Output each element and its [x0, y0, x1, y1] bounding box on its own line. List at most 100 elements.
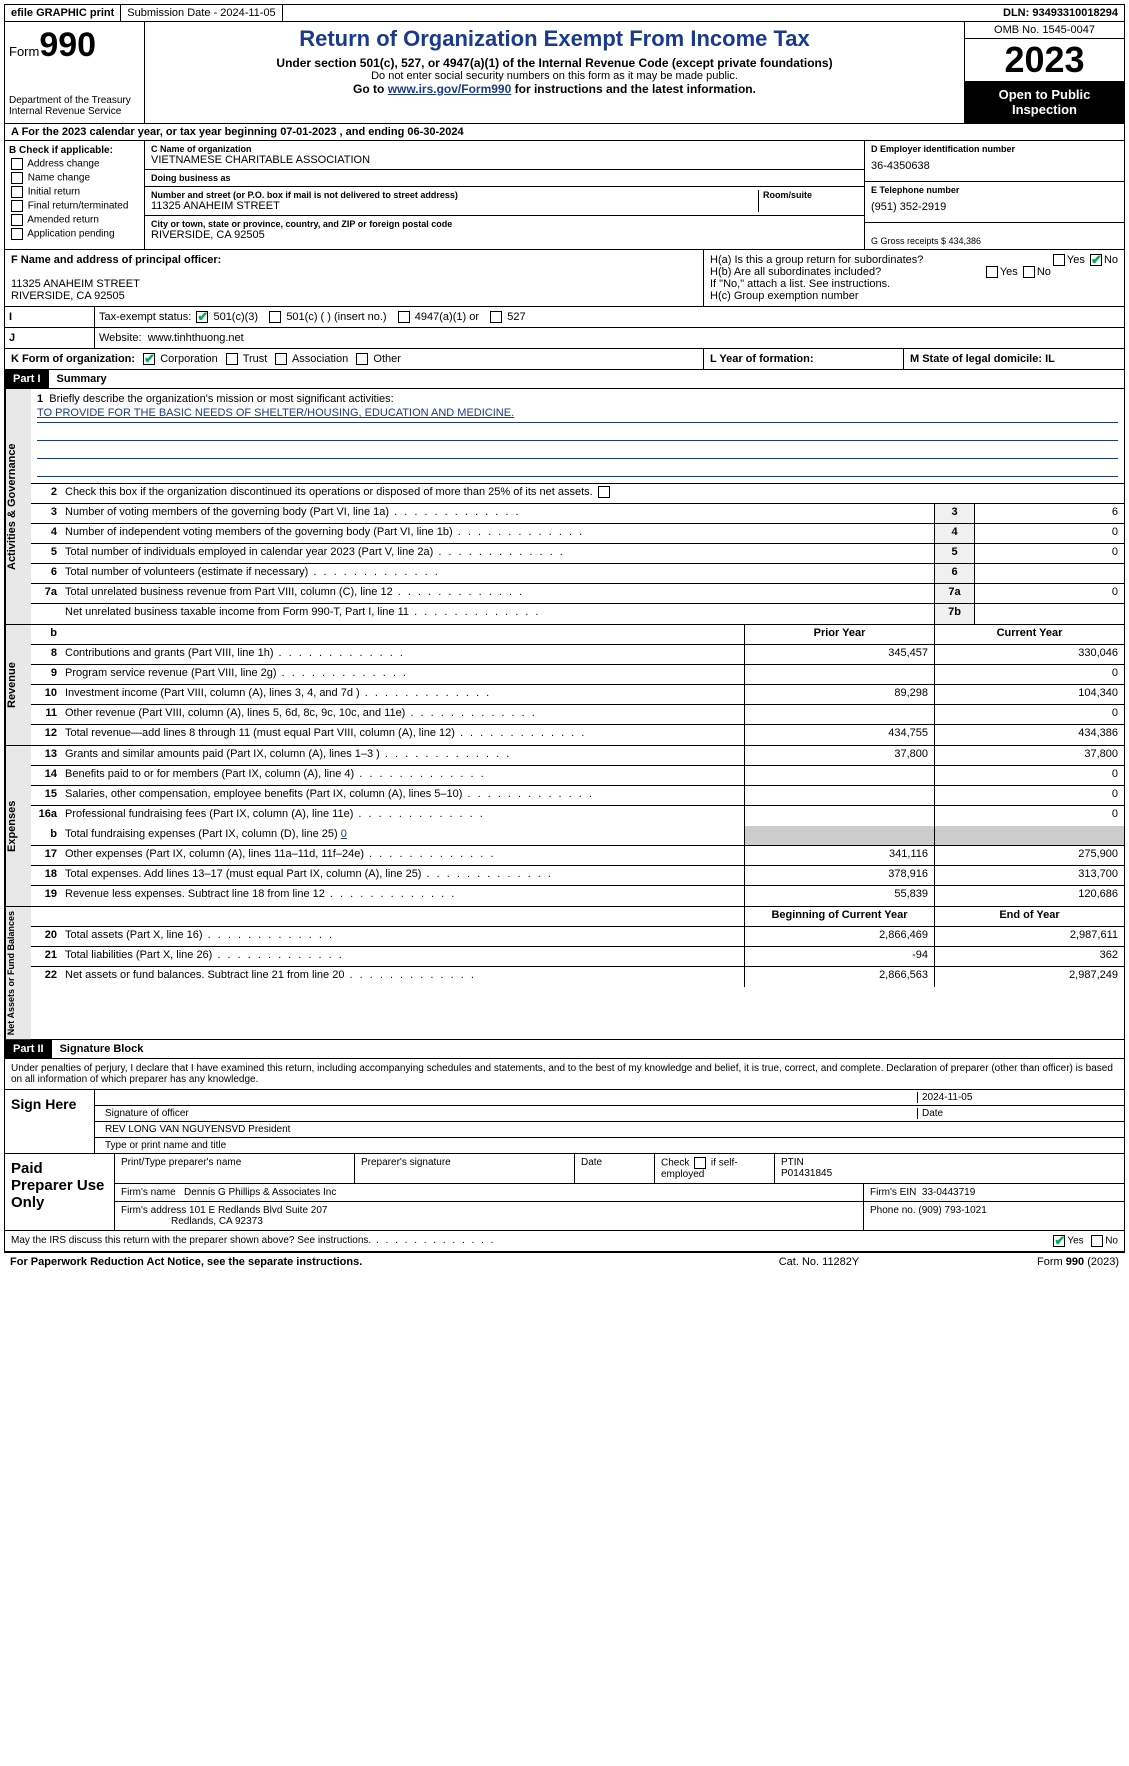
- data-row: 16aProfessional fundraising fees (Part I…: [31, 806, 1124, 826]
- chk-501c3[interactable]: [196, 311, 208, 323]
- data-row: 18Total expenses. Add lines 13–17 (must …: [31, 866, 1124, 886]
- gov-row: 5Total number of individuals employed in…: [31, 544, 1124, 564]
- gov-row: 7aTotal unrelated business revenue from …: [31, 584, 1124, 604]
- mission-label: Briefly describe the organization's miss…: [49, 393, 393, 405]
- chk-address-change[interactable]: Address change: [9, 158, 140, 170]
- addr-label: Number and street (or P.O. box if mail i…: [151, 190, 758, 200]
- data-row: 15Salaries, other compensation, employee…: [31, 786, 1124, 806]
- prep-name-hdr: Print/Type preparer's name: [115, 1154, 355, 1183]
- form-sub3: Go to www.irs.gov/Form990 for instructio…: [153, 82, 956, 96]
- section-b-to-g: B Check if applicable: Address change Na…: [4, 141, 1125, 250]
- h-a: H(a) Is this a group return for subordin…: [710, 254, 1118, 266]
- chk-discuss-no[interactable]: [1091, 1235, 1103, 1247]
- efile-label: efile GRAPHIC print: [5, 5, 121, 21]
- mission-text: TO PROVIDE FOR THE BASIC NEEDS OF SHELTE…: [37, 407, 1118, 423]
- line-2: Check this box if the organization disco…: [61, 484, 1124, 503]
- org-name: VIETNAMESE CHARITABLE ASSOCIATION: [151, 154, 858, 166]
- line-16b: Total fundraising expenses (Part IX, col…: [61, 826, 744, 845]
- submission-date: Submission Date - 2024-11-05: [121, 5, 282, 21]
- chk-final-return[interactable]: Final return/terminated: [9, 200, 140, 212]
- dba-label: Doing business as: [151, 173, 858, 183]
- chk-app-pending[interactable]: Application pending: [9, 228, 140, 240]
- sig-officer-label: Signature of officer: [101, 1108, 918, 1119]
- data-row: 10Investment income (Part VIII, column (…: [31, 685, 1124, 705]
- data-row: 12Total revenue—add lines 8 through 11 (…: [31, 725, 1124, 745]
- officer-addr2: RIVERSIDE, CA 92505: [11, 290, 697, 302]
- part-2-header: Part II Signature Block: [4, 1040, 1125, 1059]
- form-page: Form 990 (2023): [919, 1256, 1119, 1268]
- form-sub1: Under section 501(c), 527, or 4947(a)(1)…: [153, 56, 956, 70]
- sign-here: Sign Here 2024-11-05 Signature of office…: [4, 1090, 1125, 1154]
- chk-discontinued[interactable]: [598, 486, 610, 498]
- gross-receipts: G Gross receipts $ 434,386: [871, 226, 1118, 246]
- prep-ptin: PTINP01431845: [775, 1154, 1124, 1183]
- dept-label: Department of the Treasury Internal Reve…: [9, 95, 140, 117]
- hdr-current-year: Current Year: [934, 625, 1124, 644]
- data-row: 19Revenue less expenses. Subtract line 1…: [31, 886, 1124, 906]
- state-domicile: M State of legal domicile: IL: [910, 353, 1055, 365]
- sign-here-label: Sign Here: [5, 1090, 95, 1153]
- gov-row: 3Number of voting members of the governi…: [31, 504, 1124, 524]
- row-i: I Tax-exempt status: 501(c)(3) 501(c) ( …: [4, 307, 1125, 328]
- officer-name-label: Type or print name and title: [101, 1140, 1118, 1151]
- j-label: J: [5, 328, 95, 348]
- year-formation: L Year of formation:: [710, 353, 814, 365]
- data-row: 13Grants and similar amounts paid (Part …: [31, 746, 1124, 766]
- i-label: I: [5, 307, 95, 327]
- data-row: 9Program service revenue (Part VIII, lin…: [31, 665, 1124, 685]
- open-inspection: Open to Public Inspection: [965, 81, 1124, 123]
- data-row: 11Other revenue (Part VIII, column (A), …: [31, 705, 1124, 725]
- hdr-boy: Beginning of Current Year: [744, 907, 934, 926]
- chk-selfemp[interactable]: [694, 1157, 706, 1169]
- declaration: Under penalties of perjury, I declare th…: [4, 1059, 1125, 1090]
- side-netassets: Net Assets or Fund Balances: [5, 907, 31, 1039]
- summary-revenue: Revenue b Prior Year Current Year 8Contr…: [4, 625, 1125, 746]
- cat-no: Cat. No. 11282Y: [719, 1256, 919, 1268]
- chk-501c[interactable]: [269, 311, 281, 323]
- chk-trust[interactable]: [226, 353, 238, 365]
- addr-value: 11325 ANAHEIM STREET: [151, 200, 758, 212]
- prep-selfemp: Check if self-employed: [655, 1154, 775, 1183]
- sig-date-label: Date: [918, 1108, 1118, 1119]
- ein-label: D Employer identification number: [871, 144, 1118, 154]
- box-b-header: B Check if applicable:: [9, 145, 140, 156]
- data-row: 20Total assets (Part X, line 16) 2,866,4…: [31, 927, 1124, 947]
- city-label: City or town, state or province, country…: [151, 219, 858, 229]
- firm-ein: Firm's EIN 33-0443719: [864, 1184, 1124, 1201]
- chk-corp[interactable]: [143, 353, 155, 365]
- chk-4947[interactable]: [398, 311, 410, 323]
- footer: For Paperwork Reduction Act Notice, see …: [4, 1252, 1125, 1271]
- form-header: Form990 Department of the Treasury Inter…: [4, 22, 1125, 124]
- chk-initial-return[interactable]: Initial return: [9, 186, 140, 198]
- tax-year: 2023: [965, 39, 1124, 81]
- h-b2: If "No," attach a list. See instructions…: [710, 278, 1118, 290]
- chk-assoc[interactable]: [275, 353, 287, 365]
- prep-date-hdr: Date: [575, 1154, 655, 1183]
- chk-527[interactable]: [490, 311, 502, 323]
- hdr-prior-year: Prior Year: [744, 625, 934, 644]
- side-governance: Activities & Governance: [5, 389, 31, 624]
- paid-preparer: Paid Preparer Use Only Print/Type prepar…: [4, 1154, 1125, 1231]
- h-c: H(c) Group exemption number: [710, 290, 1118, 302]
- data-row: 8Contributions and grants (Part VIII, li…: [31, 645, 1124, 665]
- data-row: 22Net assets or fund balances. Subtract …: [31, 967, 1124, 987]
- row-j: J Website: www.tinhthuong.net: [4, 328, 1125, 349]
- form-number: Form990: [9, 26, 140, 65]
- phone-label: E Telephone number: [871, 185, 1118, 195]
- top-bar: efile GRAPHIC print Submission Date - 20…: [4, 4, 1125, 22]
- summary-netassets: Net Assets or Fund Balances Beginning of…: [4, 907, 1125, 1040]
- chk-name-change[interactable]: Name change: [9, 172, 140, 184]
- discuss-row: May the IRS discuss this return with the…: [4, 1231, 1125, 1252]
- section-f-h: F Name and address of principal officer:…: [4, 250, 1125, 307]
- h-b: H(b) Are all subordinates included? Yes …: [710, 266, 1118, 278]
- side-expenses: Expenses: [5, 746, 31, 906]
- data-row: 17Other expenses (Part IX, column (A), l…: [31, 846, 1124, 866]
- part-1-header: Part I Summary: [4, 370, 1125, 389]
- chk-other[interactable]: [356, 353, 368, 365]
- phone-value: (951) 352-2919: [871, 195, 1118, 219]
- chk-discuss-yes[interactable]: [1053, 1235, 1065, 1247]
- irs-link[interactable]: www.irs.gov/Form990: [388, 82, 512, 96]
- chk-amended[interactable]: Amended return: [9, 214, 140, 226]
- firm-phone: Phone no. (909) 793-1021: [864, 1202, 1124, 1230]
- summary-expenses: Expenses 13Grants and similar amounts pa…: [4, 746, 1125, 907]
